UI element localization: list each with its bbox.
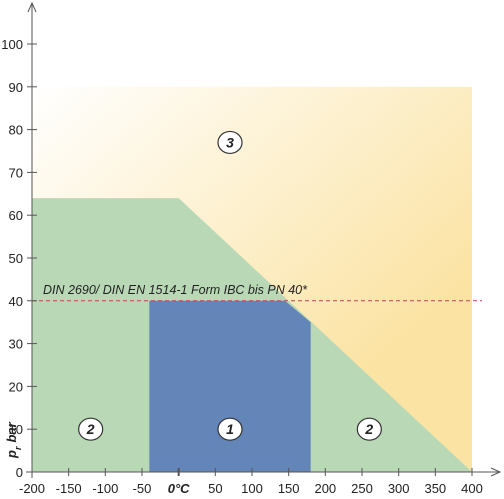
y-tick-label: 70 [9,165,23,180]
y-axis-ticks: 0 10 20 30 40 50 60 70 80 90 100 [1,37,37,480]
y-axis-arrow-icon [27,1,37,13]
zone-label-1: 1 [217,417,243,441]
zone-labels: 3 2 1 2 [78,130,382,441]
y-tick-label: 30 [9,337,23,352]
zone-1-area [149,300,311,472]
svg-text:prbar: pr bar [4,421,23,459]
zone-label-number: 2 [364,421,373,437]
zone-label-2: 2 [78,417,104,441]
x-tick-label: 400 [461,481,483,496]
zone-label-circle [217,130,243,155]
x-tick-label: 150 [278,481,300,496]
zone-label-circle [217,417,243,441]
y-tick-label: 80 [9,123,23,138]
y-tick-label: 40 [9,294,23,309]
y-tick-label: 50 [9,251,23,266]
y-tick-label: 60 [9,208,23,223]
y-tick-label: 100 [1,37,23,52]
y-axis-label-symbol: p [4,450,19,459]
y-tick-label: 20 [9,379,23,394]
zone-label-number: 3 [226,134,234,150]
zone-label-circle [356,417,382,441]
zone-label-number: 1 [226,421,234,437]
zone-label-number: 2 [86,421,95,437]
reference-line-label: DIN 2690/ DIN EN 1514-1 Form IBC bis PN … [43,283,308,297]
x-tick-label: 250 [351,481,373,496]
y-tick-label: 90 [9,80,23,95]
x-axis-arrow-icon [490,467,502,477]
x-tick-label: -50 [133,481,152,496]
x-axis-label: 0°C [168,481,190,496]
zone-label-3: 3 [217,130,243,155]
y-tick-label: 0 [16,465,23,480]
x-tick-label: 350 [424,481,446,496]
x-tick-label: 50 [208,481,222,496]
x-tick-label: -100 [92,481,118,496]
zone-label-circle [78,417,104,441]
zone-label-2: 2 [356,417,382,441]
y-tick-label: 10 [9,422,23,437]
x-axis-ticks: -200 -150 -100 -50 0°C 50 100 150 200 250 300 350 40… [19,468,483,496]
x-tick-label: -200 [19,481,45,496]
x-tick-label: 200 [314,481,336,496]
x-tick-label: 100 [241,481,263,496]
y-axis-label: pr bar [4,421,23,459]
x-tick-label: -150 [56,481,82,496]
y-axis-label-unit: bar [4,421,19,442]
y-axis-label-subscript: r [13,446,23,450]
zone-areas [32,86,472,473]
x-tick-label: 300 [388,481,410,496]
